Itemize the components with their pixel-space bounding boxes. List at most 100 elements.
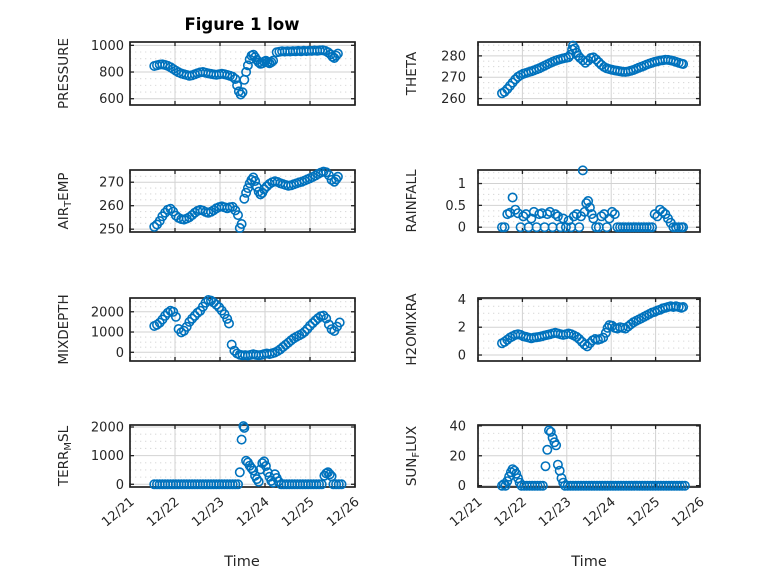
y-tick-label: 600 (99, 92, 124, 107)
data-series (149, 45, 343, 100)
data-point (607, 206, 618, 217)
y-axis-label: THETA (404, 51, 420, 96)
subplot-MIXDEPTH: 0 1000 2000 MIXDEPTH (56, 294, 356, 365)
minor-grid (478, 432, 700, 479)
y-tick-label: 270 (99, 176, 124, 191)
data-series (149, 421, 347, 490)
data-point (558, 213, 569, 224)
y-axis-label: PRESSURE (56, 38, 72, 109)
data-point (307, 318, 318, 329)
data-point (499, 86, 510, 97)
axis-ticks (477, 298, 701, 361)
data-point (232, 80, 243, 91)
data-point (544, 206, 555, 217)
axes-frame (477, 169, 701, 233)
y-tick-label: 0 (116, 478, 124, 493)
data-point (165, 203, 176, 214)
data-point (555, 222, 566, 233)
y-tick-label: 0 (116, 346, 124, 361)
data-point (211, 299, 222, 310)
data-point (316, 479, 327, 490)
data-point (299, 326, 310, 337)
data-point (208, 205, 219, 216)
data-point (540, 461, 551, 472)
y-tick-label: 2000 (91, 421, 124, 436)
data-point (237, 87, 248, 98)
data-point (577, 165, 588, 176)
y-tick-label: 1000 (91, 449, 124, 464)
data-point (574, 333, 585, 344)
axes-frame (477, 297, 701, 362)
data-point (241, 67, 252, 78)
data-point (646, 222, 657, 233)
data-point (583, 196, 594, 207)
axes-frame (477, 41, 701, 106)
y-tick-label: 280 (441, 49, 466, 64)
y-tick-label: 800 (99, 66, 124, 81)
data-point (234, 467, 245, 478)
data-point (678, 222, 689, 233)
y-tick-label: 40 (449, 419, 466, 434)
data-point (500, 480, 511, 491)
data-series (496, 425, 690, 491)
data-point (332, 48, 343, 59)
data-point (239, 193, 250, 204)
data-point (574, 222, 585, 233)
y-tick-label: 1 (458, 177, 466, 192)
data-point (609, 209, 620, 220)
data-point (552, 211, 563, 222)
data-point (260, 460, 271, 471)
data-point (296, 328, 307, 339)
data-point (507, 192, 518, 203)
data-point (253, 476, 264, 487)
data-point (598, 332, 609, 343)
x-axis-title: Time (223, 554, 260, 570)
data-point (511, 468, 522, 479)
data-point (251, 474, 262, 485)
axes-frame (129, 297, 356, 362)
x-axis-title: Time (570, 554, 607, 570)
data-point (259, 456, 270, 467)
y-tick-label: 0 (458, 349, 466, 364)
data-point (226, 339, 237, 350)
data-point (224, 318, 235, 329)
data-point (233, 210, 244, 221)
data-point (678, 301, 689, 312)
subplot-H2OMIXRA: 0 2 4 H2OMIXRA (404, 293, 701, 366)
y-tick-label: 1000 (91, 326, 124, 341)
data-series (149, 294, 345, 361)
y-tick-label: 0.5 (445, 199, 466, 214)
data-point (321, 167, 332, 178)
data-point (588, 52, 599, 63)
data-point (236, 219, 247, 230)
data-series (496, 301, 689, 352)
data-series (496, 165, 689, 233)
y-tick-label: 1000 (91, 39, 124, 54)
data-point (189, 310, 200, 321)
data-point (235, 89, 246, 100)
y-tick-label: 0 (458, 479, 466, 494)
y-tick-label: 250 (99, 223, 124, 238)
data-point (162, 307, 173, 318)
figure-title: Figure 1 low (184, 15, 299, 34)
data-point (550, 209, 561, 220)
data-point (239, 422, 250, 433)
data-point (160, 310, 171, 321)
data-point (586, 209, 597, 220)
data-point (192, 307, 203, 318)
data-point (227, 71, 238, 82)
y-axis-label: H2OMIXRA (404, 293, 420, 366)
data-point (248, 465, 259, 476)
data-point (242, 60, 253, 71)
data-point (236, 434, 247, 445)
data-point (324, 469, 335, 480)
data-point (222, 313, 233, 324)
data-point (571, 331, 582, 342)
subplot-RAINFALL: 0 0.5 1 RAINFALL (404, 165, 701, 236)
data-point (601, 222, 612, 233)
axis-ticks (129, 42, 356, 105)
data-point (568, 211, 579, 222)
data-point (679, 480, 690, 491)
data-point (187, 313, 198, 324)
data-series (149, 166, 343, 234)
